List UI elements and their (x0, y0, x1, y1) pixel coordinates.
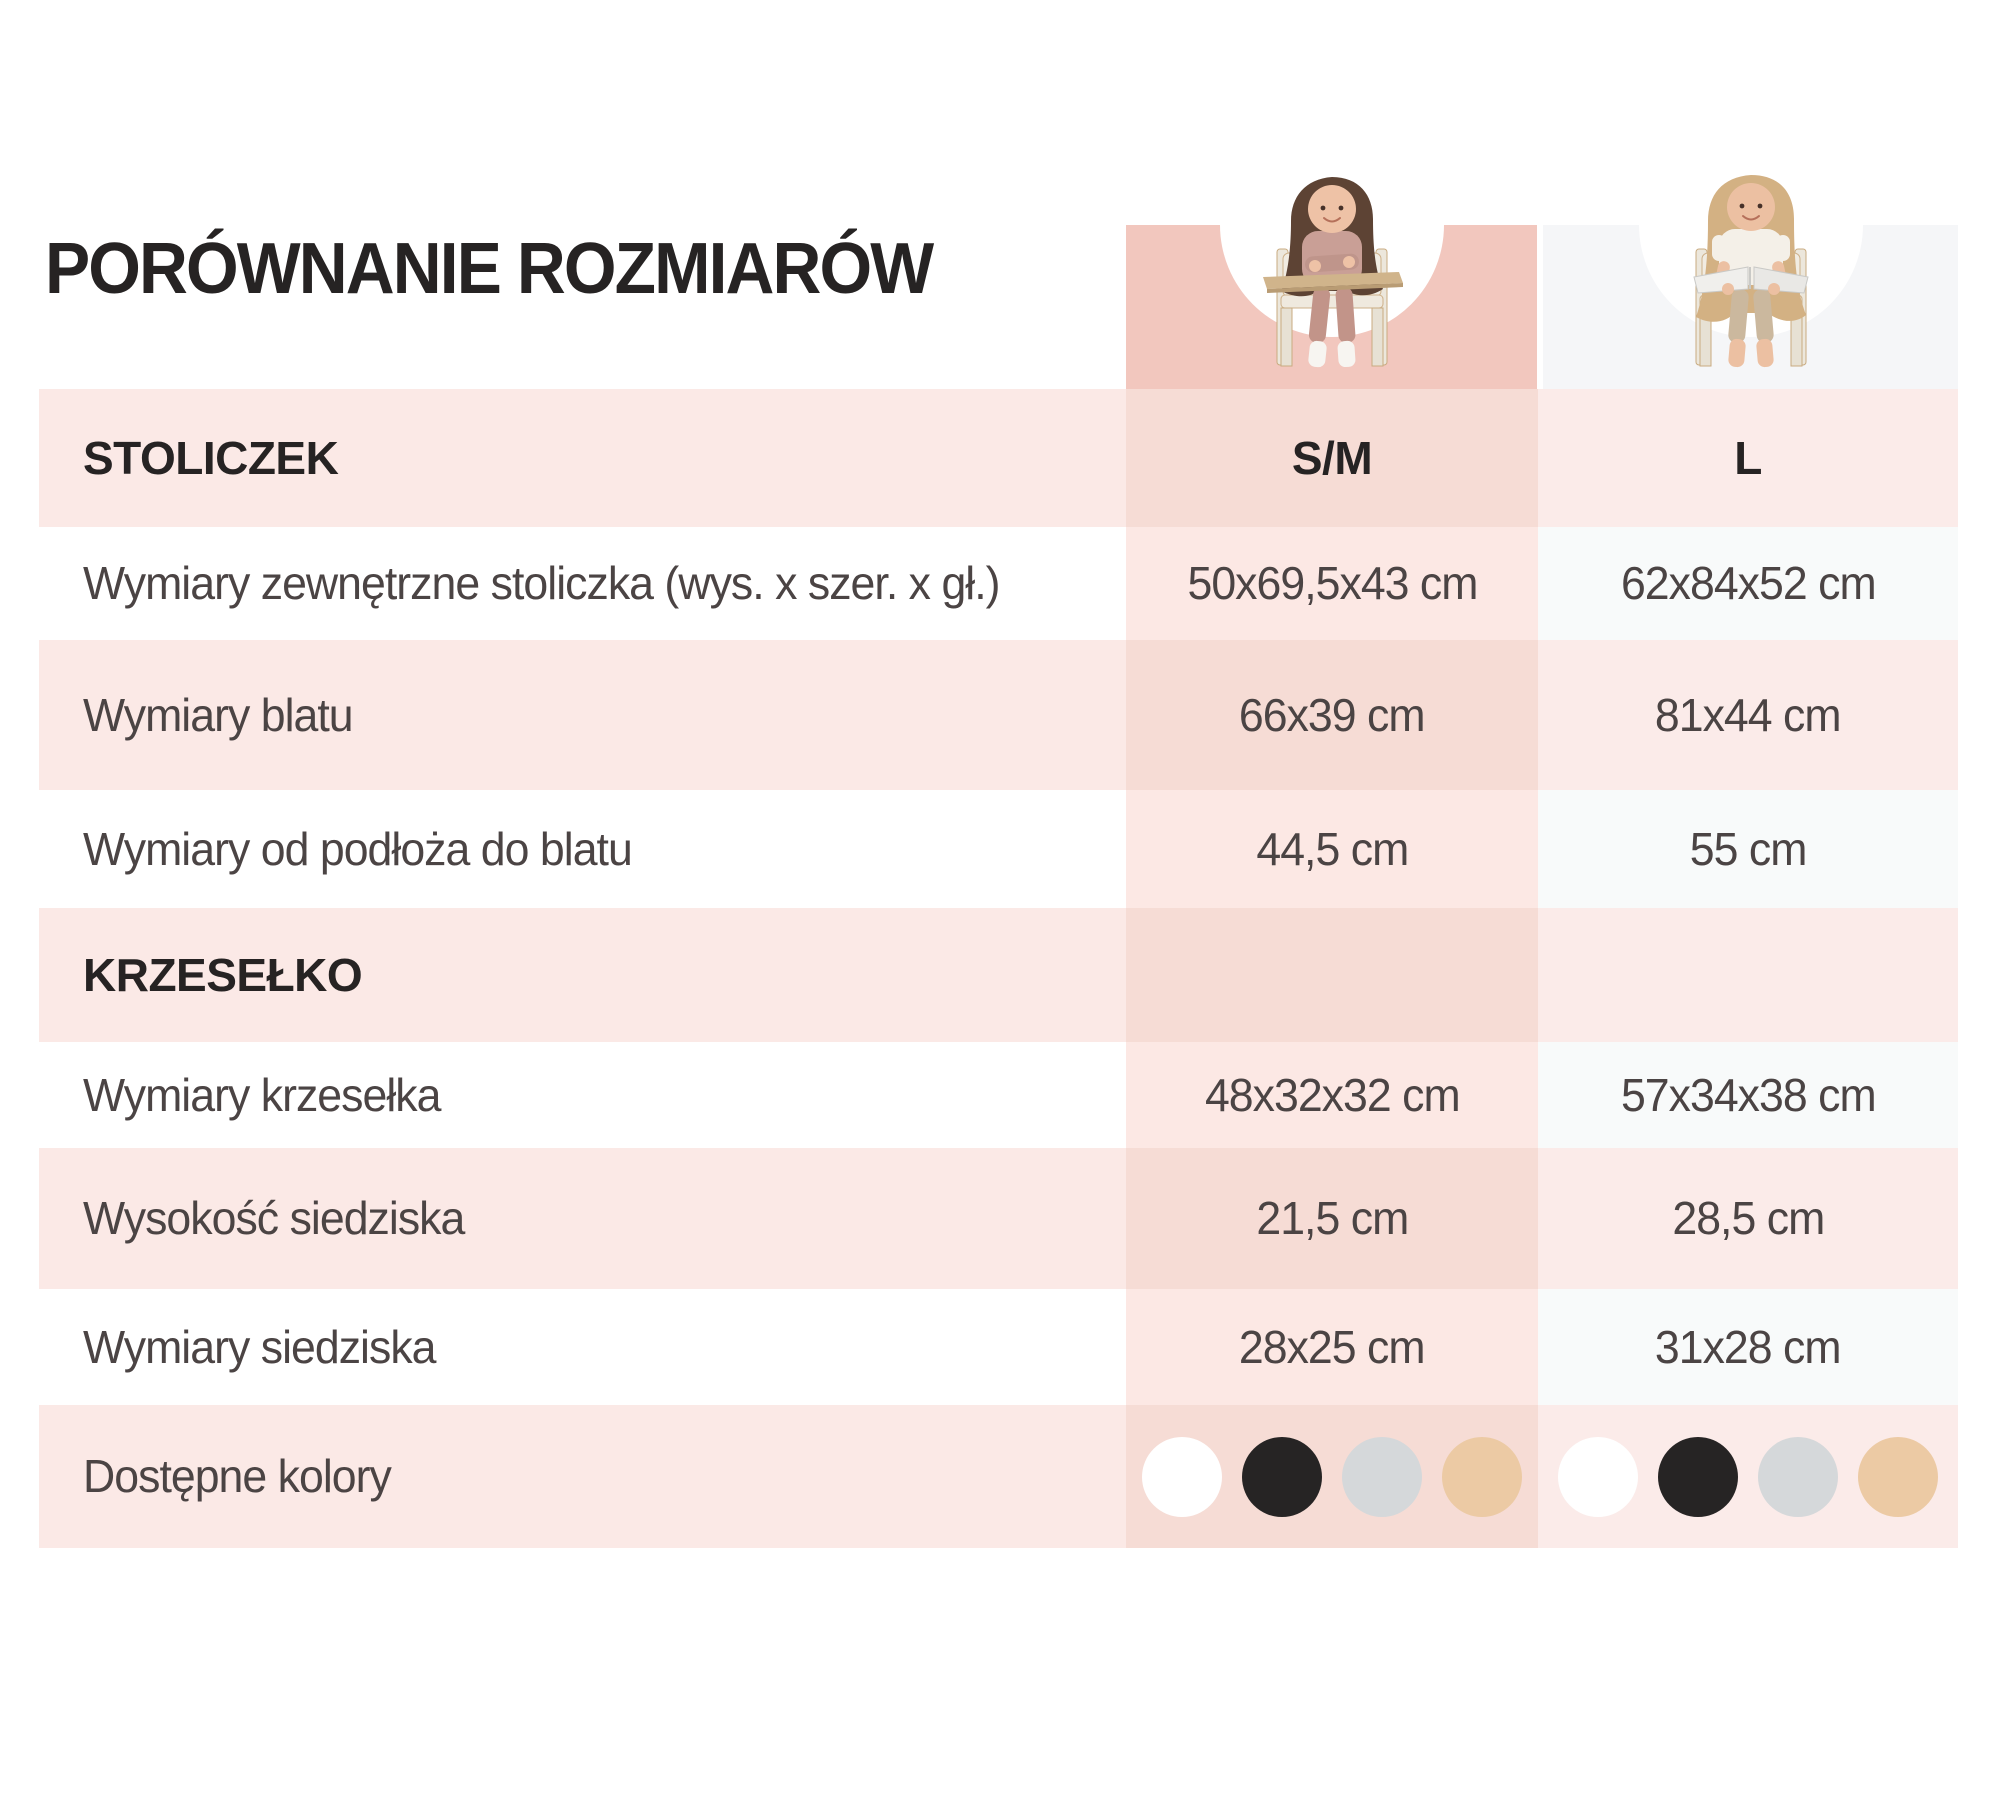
value-sm: 44,5 cm (1256, 822, 1409, 875)
color-swatch-white (1558, 1436, 1638, 1517)
column-header-l: L (1734, 432, 1762, 484)
value-cell-l: 28,5 cm (1538, 1148, 1958, 1289)
value-sm: 21,5 cm (1256, 1192, 1409, 1245)
value-cell-sm: 28x25 cm (1126, 1289, 1538, 1405)
empty-cell-l (1538, 908, 1958, 1042)
empty-cell-sm (1126, 908, 1538, 1042)
value-l: 57x34x38 cm (1620, 1068, 1877, 1121)
row-label-cell: Wymiary blatu (39, 640, 1126, 790)
row-label-cell: Wymiary krzesełka (39, 1042, 1126, 1148)
table-row: Wymiary siedziska 28x25 cm 31x28 cm (39, 1289, 1958, 1405)
row-label-colors: Dostępne kolory (83, 1450, 392, 1503)
value-cell-l: 57x34x38 cm (1538, 1042, 1958, 1148)
value-cell-sm: 44,5 cm (1126, 790, 1538, 908)
value-sm: 66x39 cm (1239, 688, 1426, 741)
color-swatch-white (1142, 1436, 1222, 1517)
table-row-section-krzeselko: KRZESEŁKO (39, 908, 1958, 1042)
row-label-cell: Dostępne kolory (39, 1405, 1126, 1548)
value-cell-l: 55 cm (1538, 790, 1958, 908)
column-header-cell-sm: S/M (1126, 389, 1538, 527)
row-label-cell: Wymiary siedziska (39, 1289, 1126, 1405)
row-label: Wymiary zewnętrzne stoliczka (wys. x sze… (83, 557, 1001, 610)
value-sm: 50x69,5x43 cm (1187, 557, 1478, 610)
swatches-cell-sm (1126, 1405, 1538, 1548)
value-cell-l: 31x28 cm (1538, 1289, 1958, 1405)
table-row: Wymiary od podłoża do blatu 44,5 cm 55 c… (39, 790, 1958, 908)
value-cell-sm: 50x69,5x43 cm (1126, 527, 1538, 640)
table-row: Wymiary krzesełka 48x32x32 cm 57x34x38 c… (39, 1042, 1958, 1148)
column-header-cell-l: L (1538, 389, 1958, 527)
row-label: Wymiary siedziska (83, 1320, 436, 1373)
table-row: Wymiary zewnętrzne stoliczka (wys. x sze… (39, 527, 1958, 640)
color-swatch-beige (1442, 1436, 1522, 1517)
value-cell-l: 81x44 cm (1538, 640, 1958, 790)
row-label: Wymiary blatu (83, 688, 354, 741)
swatches-cell-l (1538, 1405, 1958, 1548)
section-header-krzeselko: KRZESEŁKO (83, 949, 363, 1001)
value-l: 55 cm (1689, 822, 1808, 875)
value-cell-sm: 21,5 cm (1126, 1148, 1538, 1289)
column-header-photo-block-sm (1126, 113, 1537, 390)
value-cell-sm: 66x39 cm (1126, 640, 1538, 790)
color-swatch-gray (1758, 1436, 1838, 1517)
table-row: Wymiary blatu 66x39 cm 81x44 cm (39, 640, 1958, 790)
value-cell-sm: 48x32x32 cm (1126, 1042, 1538, 1148)
child-on-chair-photo-l (1692, 175, 1809, 368)
page-title: PORÓWNANIE ROZMIARÓW (45, 229, 934, 309)
table-row: Wysokość siedziska 21,5 cm 28,5 cm (39, 1148, 1958, 1289)
row-label-cell: Wymiary zewnętrzne stoliczka (wys. x sze… (39, 527, 1126, 640)
color-swatch-black (1242, 1436, 1322, 1517)
row-label-cell: Wymiary od podłoża do blatu (39, 790, 1126, 908)
column-header-sm: S/M (1291, 432, 1373, 484)
section-header-stoliczek: STOLICZEK (83, 432, 339, 484)
value-l: 31x28 cm (1655, 1320, 1842, 1373)
row-label: Wymiary krzesełka (83, 1068, 441, 1121)
swatch-group-l (1558, 1436, 1938, 1517)
swatch-group-sm (1142, 1436, 1522, 1517)
row-label: Wysokość siedziska (83, 1192, 465, 1245)
value-cell-l: 62x84x52 cm (1538, 527, 1958, 640)
value-l: 62x84x52 cm (1620, 557, 1877, 610)
column-header-photo-block-l (1543, 113, 1958, 390)
color-swatch-beige (1858, 1436, 1938, 1517)
value-l: 81x44 cm (1655, 688, 1842, 741)
section-header-cell: STOLICZEK (39, 389, 1126, 527)
value-sm: 48x32x32 cm (1204, 1068, 1461, 1121)
color-swatch-gray (1342, 1436, 1422, 1517)
value-sm: 28x25 cm (1239, 1320, 1426, 1373)
table-row-colors: Dostępne kolory (39, 1405, 1958, 1548)
child-on-chair-photo-sm (1262, 177, 1403, 368)
table-row-section-stoliczek: STOLICZEK S/M L (39, 389, 1958, 527)
row-label-cell: Wysokość siedziska (39, 1148, 1126, 1289)
section-header-cell: KRZESEŁKO (39, 908, 1126, 1042)
color-swatch-black (1658, 1436, 1738, 1517)
value-l: 28,5 cm (1672, 1192, 1825, 1245)
row-label: Wymiary od podłoża do blatu (83, 822, 633, 875)
